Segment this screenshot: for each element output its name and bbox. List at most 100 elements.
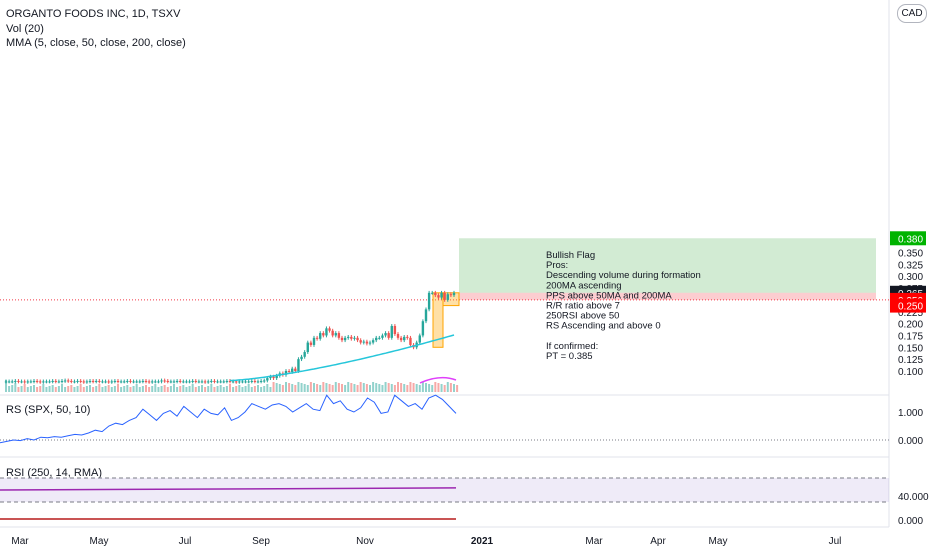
volume-bar bbox=[381, 385, 384, 392]
volume-bar bbox=[169, 386, 172, 392]
volume-bar bbox=[204, 387, 207, 392]
volume-bar bbox=[418, 385, 421, 392]
volume-bar bbox=[260, 387, 263, 392]
volume-bar bbox=[20, 386, 23, 392]
volume-bar bbox=[104, 386, 107, 392]
volume-bar bbox=[331, 385, 334, 392]
volume-bar bbox=[275, 383, 278, 392]
volume-bar bbox=[176, 387, 179, 392]
candle-body bbox=[303, 352, 306, 357]
candle-body bbox=[399, 337, 403, 341]
volume-bar bbox=[157, 387, 160, 392]
mma-indicator-label[interactable]: MMA (5, close, 50, close, 200, close) bbox=[6, 37, 186, 49]
candle-body bbox=[406, 336, 409, 338]
volume-bar bbox=[297, 382, 300, 392]
candle-body bbox=[275, 375, 278, 379]
volume-bar bbox=[36, 387, 39, 392]
x-tick-label: 2021 bbox=[471, 536, 494, 547]
candle-body bbox=[390, 325, 393, 338]
candle-body bbox=[20, 381, 23, 383]
volume-bar bbox=[244, 386, 247, 392]
candle-body bbox=[238, 381, 241, 383]
candle-body bbox=[110, 381, 113, 383]
volume-bar bbox=[250, 387, 253, 392]
candle-body bbox=[452, 292, 456, 296]
candle-body bbox=[14, 380, 17, 382]
candle-body bbox=[263, 380, 266, 382]
x-tick-label: Jul bbox=[179, 536, 192, 547]
candle-body bbox=[306, 342, 309, 353]
volume-bar bbox=[219, 385, 222, 392]
candle-body bbox=[241, 381, 244, 383]
rsi-tick-label: 40.000 bbox=[898, 492, 929, 503]
volume-bar bbox=[138, 387, 141, 392]
candle-body bbox=[154, 381, 157, 383]
volume-bar bbox=[328, 384, 331, 392]
volume-bar bbox=[415, 384, 418, 392]
volume-bar bbox=[126, 385, 129, 392]
candle-body bbox=[185, 381, 188, 383]
candle-body bbox=[42, 381, 45, 383]
candle-body bbox=[157, 381, 160, 383]
candle-body bbox=[188, 381, 191, 383]
volume-bar bbox=[397, 382, 399, 392]
volume-bar bbox=[372, 382, 375, 392]
volume-bar bbox=[163, 385, 166, 392]
candle-body bbox=[4, 381, 8, 383]
candle-body bbox=[144, 380, 148, 382]
volume-bar bbox=[54, 387, 57, 392]
rs-tick-label: 0.000 bbox=[898, 436, 923, 447]
x-tick-label: Mar bbox=[11, 536, 29, 547]
annotation-line: PPS above 50MA and 200MA bbox=[546, 290, 672, 301]
volume-bar bbox=[57, 386, 60, 392]
candle-body bbox=[437, 295, 440, 298]
rsi-tick-label: 0.000 bbox=[898, 516, 923, 527]
candle-body bbox=[101, 381, 104, 383]
volume-bar bbox=[117, 384, 119, 392]
candle-body bbox=[194, 380, 197, 382]
y-tick-label: 0.125 bbox=[898, 355, 923, 366]
candle-body bbox=[48, 381, 51, 383]
volume-bar bbox=[232, 387, 235, 392]
candle-body bbox=[225, 380, 229, 382]
candle-body bbox=[319, 333, 322, 339]
volume-indicator-label[interactable]: Vol (20) bbox=[6, 23, 44, 35]
candle-body bbox=[104, 381, 107, 383]
candle-body bbox=[371, 340, 375, 343]
volume-bar bbox=[185, 387, 188, 392]
volume-bar bbox=[281, 385, 284, 392]
stop-zone bbox=[459, 292, 876, 300]
candle-body bbox=[179, 380, 182, 382]
candle-body bbox=[151, 381, 154, 383]
candle-body bbox=[312, 337, 316, 345]
volume-bar bbox=[406, 385, 409, 392]
volume-bar bbox=[95, 386, 98, 392]
candle-body bbox=[70, 380, 73, 382]
volume-bar bbox=[101, 387, 104, 392]
candle-body bbox=[287, 371, 291, 372]
volume-bar bbox=[313, 383, 315, 392]
volume-bar bbox=[39, 386, 42, 392]
volume-bar bbox=[263, 386, 266, 392]
candle-body bbox=[216, 381, 219, 383]
volume-bar bbox=[437, 383, 440, 392]
candle-body bbox=[368, 342, 372, 344]
candle-body bbox=[362, 341, 365, 343]
currency-badge[interactable]: CAD bbox=[897, 4, 927, 23]
candle-body bbox=[272, 376, 275, 379]
x-tick-label: Sep bbox=[252, 536, 270, 547]
volume-bar bbox=[285, 382, 287, 392]
volume-bar bbox=[431, 385, 434, 392]
rsi-line bbox=[0, 487, 457, 491]
candle-body bbox=[231, 381, 235, 383]
ma50-line bbox=[229, 334, 455, 382]
candle-body bbox=[393, 325, 397, 335]
candle-body bbox=[163, 380, 166, 382]
volume-bar bbox=[393, 385, 396, 392]
volume-bar bbox=[154, 384, 157, 392]
volume-bar bbox=[73, 387, 76, 392]
volume-bar bbox=[110, 387, 113, 392]
candle-body bbox=[325, 328, 328, 336]
rs-line bbox=[0, 394, 457, 444]
